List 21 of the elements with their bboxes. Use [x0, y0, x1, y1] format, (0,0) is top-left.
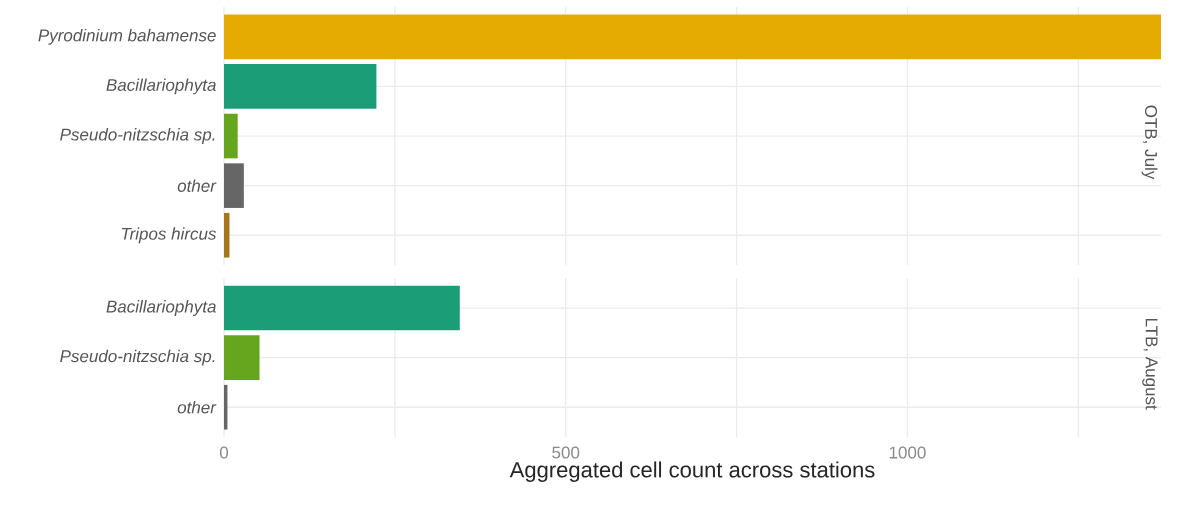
- x-axis-title: Aggregated cell count across stations: [509, 461, 875, 482]
- y-tick-label: Tripos hircus: [121, 227, 217, 244]
- bar: [224, 335, 260, 380]
- y-tick-label: Bacillariophyta: [106, 78, 216, 95]
- y-tick-label: other: [177, 400, 217, 414]
- text: LTB, August: [1142, 318, 1158, 410]
- x-tick-label: 1000: [889, 446, 926, 459]
- bar: [224, 163, 244, 208]
- y-tick-label: other: [177, 179, 217, 192]
- y-tick-label: Pseudo-nitzschia sp.: [60, 128, 215, 144]
- x-tick-label: 500: [552, 446, 580, 459]
- bar: [224, 113, 238, 159]
- y-tick-label: Bacillariophyta: [106, 300, 216, 316]
- bar: [224, 64, 377, 109]
- text: OTB, July: [1141, 105, 1158, 180]
- y-tick-label: Pyrodinium bahamense: [38, 28, 216, 45]
- y-tick-label: Pseudo-nitzschia sp.: [60, 349, 215, 366]
- bar: [224, 212, 230, 258]
- bar: [224, 285, 460, 331]
- x-tick-label: 0: [219, 446, 229, 459]
- bar: [224, 14, 1161, 60]
